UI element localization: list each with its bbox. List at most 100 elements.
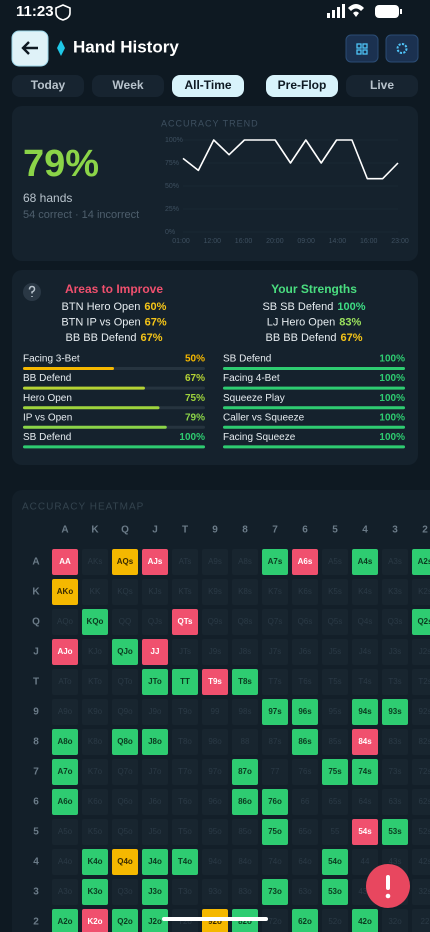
hand-label: 62s — [419, 797, 430, 806]
hand-label: Q2o — [117, 917, 133, 926]
hand-cell — [172, 549, 198, 575]
hand-cell — [352, 789, 378, 815]
hand-label: T9o — [178, 707, 192, 716]
hand-cell — [322, 549, 348, 575]
column-label: 8 — [242, 525, 248, 536]
hand-label: 98s — [239, 707, 252, 716]
grid-icon — [356, 43, 368, 55]
hand-label: 42s — [419, 857, 430, 866]
row-label: 3 — [33, 887, 39, 898]
hand-cell — [352, 549, 378, 575]
hand-cell — [232, 699, 258, 725]
hand-label: K3s — [388, 587, 402, 596]
bar-value: 100% — [379, 412, 405, 423]
row-label: 2 — [33, 917, 39, 928]
hand-label: 85o — [238, 827, 252, 836]
bar-label: IP vs Open — [23, 412, 72, 423]
hand-label: 88 — [241, 737, 250, 746]
hand-label: 32s — [419, 887, 430, 896]
y-tick-label: 25% — [165, 206, 179, 213]
stat-value: 60% — [144, 301, 166, 313]
hand-label: Q8s — [238, 617, 253, 626]
hand-cell — [142, 579, 168, 605]
hand-cell — [292, 609, 318, 635]
hand-cell — [172, 699, 198, 725]
correct-detail: 54 correct · 14 incorrect — [23, 209, 139, 221]
hand-cell — [52, 699, 78, 725]
mode-tab[interactable] — [346, 75, 418, 97]
mode-tab[interactable] — [266, 75, 338, 97]
hand-label: 44 — [361, 857, 370, 866]
signal-icon — [327, 4, 345, 18]
x-tick-label: 23:00 — [391, 238, 409, 245]
hand-cell — [412, 849, 430, 875]
hand-cell — [412, 729, 430, 755]
period-tab[interactable] — [12, 75, 84, 97]
hand-cell — [202, 729, 228, 755]
hand-label: 77 — [271, 767, 280, 776]
hand-label: JTs — [179, 647, 191, 656]
status-time: 11:23 — [16, 3, 54, 20]
period-tab[interactable] — [92, 75, 164, 97]
hands-count: 68 hands — [23, 191, 72, 205]
settings-button[interactable] — [385, 34, 419, 63]
hand-cell — [142, 609, 168, 635]
column-label: Q — [121, 525, 129, 536]
hand-label: K6s — [298, 587, 312, 596]
hand-label: 42o — [358, 917, 372, 926]
stat-value: 67% — [140, 332, 162, 344]
hand-label: 92s — [419, 707, 430, 716]
hand-cell — [52, 759, 78, 785]
hand-cell — [142, 789, 168, 815]
hand-cell — [412, 639, 430, 665]
hand-label: J6o — [149, 797, 162, 806]
hand-cell — [382, 789, 408, 815]
bar-label: BB Defend — [23, 373, 71, 384]
hand-label: A2o — [57, 917, 72, 926]
hand-cell — [262, 879, 288, 905]
hand-cell — [232, 729, 258, 755]
hand-label: 93o — [208, 887, 222, 896]
hand-label: T6o — [178, 797, 192, 806]
hand-cell — [112, 789, 138, 815]
hand-cell — [292, 669, 318, 695]
hand-cell — [202, 789, 228, 815]
hand-label: 82s — [419, 737, 430, 746]
hand-cell — [232, 669, 258, 695]
hand-cell — [82, 909, 108, 932]
content: Today Week All-Time Pre-Flop Live 0% 25% 50% 75%… — [12, 75, 430, 932]
hand-label: A5s — [328, 557, 342, 566]
hand-cell — [262, 609, 288, 635]
hand-label: 84s — [358, 737, 372, 746]
hand-cell — [352, 909, 378, 932]
hand-label: K2s — [418, 587, 430, 596]
hand-label: 53o — [328, 887, 342, 896]
bar-fill — [23, 406, 160, 410]
grid-button[interactable] — [345, 34, 379, 63]
hand-cell — [82, 699, 108, 725]
hand-label: AJs — [148, 557, 163, 566]
hand-label: AJo — [57, 647, 72, 656]
stat-row: BB BB Defend 67% — [266, 332, 363, 344]
hand-label: QTo — [118, 677, 133, 686]
hand-label: K9s — [208, 587, 222, 596]
hand-label: 55 — [331, 827, 340, 836]
y-tick-label: 0% — [165, 229, 175, 236]
period-tab[interactable] — [172, 75, 244, 97]
hand-label: Q7o — [117, 767, 133, 776]
hand-cell — [322, 609, 348, 635]
hand-cell — [82, 729, 108, 755]
hand-cell — [262, 789, 288, 815]
hand-label: 95s — [329, 707, 342, 716]
hand-label: AKo — [57, 587, 74, 596]
back-arrow — [21, 41, 38, 55]
hand-label: A7s — [268, 557, 283, 566]
column-label: 6 — [302, 525, 308, 536]
bar-fill — [23, 367, 114, 370]
hand-cell — [172, 669, 198, 695]
hand-cell — [322, 849, 348, 875]
hand-cell — [172, 819, 198, 845]
hand-cell — [112, 759, 138, 785]
hand-label: A5o — [58, 827, 73, 836]
hand-label: 65s — [329, 797, 342, 806]
